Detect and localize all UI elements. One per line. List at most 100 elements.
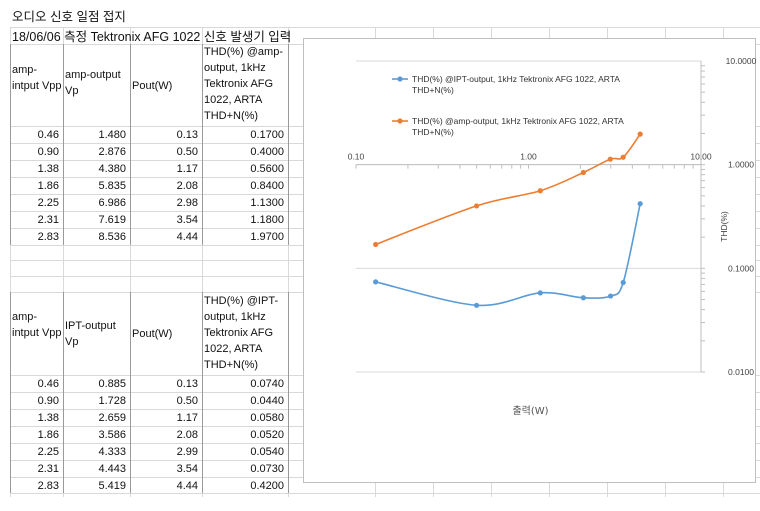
table2-r6-c3[interactable]: 3.54 [176, 463, 198, 475]
table2-r5-c4[interactable]: 0.0540 [250, 446, 284, 458]
table2-r2-c2[interactable]: 1.728 [98, 395, 126, 407]
t2-header-pout[interactable]: Pout(W) [132, 328, 173, 340]
y-tick-label: 0.1000 [728, 263, 754, 273]
table2-r4-c4[interactable]: 0.0520 [250, 429, 284, 441]
table-border [288, 44, 289, 245]
sheet-title[interactable]: 오디오 신호 일점 접지 [12, 10, 126, 24]
table1-r1-c1[interactable]: 0.46 [37, 129, 59, 141]
t2-header-thd[interactable]: THD(%) @IPT-output, 1kHz Tektronix AFG 1… [204, 295, 279, 371]
table1-r7-c3[interactable]: 4.44 [176, 231, 198, 243]
table2-r1-c2[interactable]: 0.885 [98, 378, 126, 390]
table1-r1-c3[interactable]: 0.13 [176, 129, 198, 141]
table-border [10, 292, 11, 493]
series-2-point-3 [537, 188, 543, 194]
table1-r6-c3[interactable]: 3.54 [176, 214, 198, 226]
y-tick-label: 1.0000 [728, 160, 754, 170]
table2-r7-c1[interactable]: 2.83 [37, 480, 59, 492]
table1-r3-c1[interactable]: 1.38 [37, 163, 59, 175]
table1-r2-c2[interactable]: 2.876 [98, 146, 126, 158]
table2-r6-c1[interactable]: 2.31 [37, 463, 59, 475]
grid-col-line [288, 27, 289, 497]
table-border [10, 44, 11, 245]
table1-r3-c2[interactable]: 4.380 [98, 163, 126, 175]
table1-r4-c4[interactable]: 0.8400 [250, 180, 284, 192]
series-2-point-2 [473, 203, 480, 209]
table2-r3-c2[interactable]: 2.659 [98, 412, 126, 424]
series-1-point-3 [537, 290, 543, 296]
table2-r2-c4[interactable]: 0.0440 [250, 395, 284, 407]
table1-r1-c4[interactable]: 0.1700 [250, 129, 284, 141]
t2-header-input[interactable]: amp-intput Vpp [12, 311, 62, 339]
chart[interactable]: 0.10 1.00 10.00 0.0100 0.1000 1.0000 10.0000 TH… [303, 38, 757, 483]
table-border [63, 44, 64, 245]
table2-r4-c3[interactable]: 2.08 [176, 429, 198, 441]
t1-header-input[interactable]: amp-intput Vpp [12, 64, 62, 92]
series-2-point-6 [620, 154, 626, 160]
table2-r4-c2[interactable]: 3.586 [98, 429, 126, 441]
grid-row-line [10, 493, 760, 494]
table2-r1-c3[interactable]: 0.13 [176, 378, 198, 390]
series-1-point-1 [373, 279, 379, 285]
table1-r6-c1[interactable]: 2.31 [37, 214, 59, 226]
grid-col-line [63, 27, 64, 497]
table1-r7-c1[interactable]: 2.83 [37, 231, 59, 243]
table2-r5-c3[interactable]: 2.99 [176, 446, 198, 458]
table2-r7-c3[interactable]: 4.44 [176, 480, 198, 492]
t1-header-output[interactable]: amp-output Vp [65, 69, 121, 97]
table-border [63, 292, 64, 493]
table2-r6-c2[interactable]: 4.443 [98, 463, 126, 475]
table1-r5-c3[interactable]: 2.98 [176, 197, 198, 209]
table1-r3-c4[interactable]: 0.5600 [250, 163, 284, 175]
table2-r1-c4[interactable]: 0.0740 [250, 378, 284, 390]
series-1-point-6 [620, 279, 626, 286]
series-1-line [375, 203, 641, 307]
table1-r5-c2[interactable]: 6.986 [98, 197, 126, 209]
y-tick-label: 0.0100 [728, 367, 754, 377]
y-axis-title: THD(%) [719, 211, 729, 242]
table1-r3-c3[interactable]: 1.17 [176, 163, 198, 175]
grid-row-line [10, 27, 760, 28]
table2-r1-c1[interactable]: 0.46 [37, 378, 59, 390]
table-border [202, 292, 203, 493]
table1-r6-c4[interactable]: 1.1800 [250, 214, 284, 226]
legend-1-label: THD(%) @IPT-output, 1kHz Tektronix AFG 1… [412, 74, 620, 95]
sheet-subtitle[interactable]: 18/06/06 측정 Tektronix AFG 1022 신호 발생기 입력 [12, 30, 292, 44]
table2-r3-c3[interactable]: 1.17 [176, 412, 198, 424]
table-border [202, 44, 203, 245]
t1-header-thd[interactable]: THD(%) @amp-output, 1kHz Tektronix AFG 1… [204, 46, 283, 122]
table2-r7-c2[interactable]: 5.419 [98, 480, 126, 492]
series-2-line [375, 133, 641, 246]
table2-r5-c2[interactable]: 4.333 [98, 446, 126, 458]
table1-r2-c4[interactable]: 0.4000 [250, 146, 284, 158]
table2-r4-c1[interactable]: 1.86 [37, 429, 59, 441]
table2-r3-c1[interactable]: 1.38 [37, 412, 59, 424]
table2-r2-c3[interactable]: 0.50 [176, 395, 198, 407]
table1-r1-c2[interactable]: 1.480 [98, 129, 126, 141]
table1-r5-c1[interactable]: 2.25 [37, 197, 59, 209]
table2-r6-c4[interactable]: 0.0730 [250, 463, 284, 475]
grid-col-line [202, 27, 203, 497]
table1-r6-c2[interactable]: 7.619 [98, 214, 126, 226]
t1-header-pout[interactable]: Pout(W) [132, 80, 173, 92]
table1-r5-c4[interactable]: 1.1300 [250, 197, 284, 209]
table1-r4-c3[interactable]: 2.08 [176, 180, 198, 192]
table-border [288, 292, 289, 493]
table-border [130, 44, 131, 245]
table2-r3-c4[interactable]: 0.0580 [250, 412, 284, 424]
table1-r4-c1[interactable]: 1.86 [37, 180, 59, 192]
series-2-point-5 [607, 156, 613, 162]
table2-r7-c4[interactable]: 0.4200 [250, 480, 284, 492]
table1-r7-c4[interactable]: 1.9700 [250, 231, 284, 243]
table1-r2-c3[interactable]: 0.50 [176, 146, 198, 158]
table2-r5-c1[interactable]: 2.25 [37, 446, 59, 458]
t2-header-output[interactable]: IPT-output Vp [65, 320, 116, 348]
x-tick-label: 10.00 [690, 152, 712, 162]
x-tick-label: 0.10 [348, 152, 365, 162]
series-2-point-7 [637, 131, 643, 137]
table1-r4-c2[interactable]: 5.835 [98, 180, 126, 192]
grid-col-line [130, 27, 131, 497]
table1-r2-c1[interactable]: 0.90 [37, 146, 59, 158]
table2-r2-c1[interactable]: 0.90 [37, 395, 59, 407]
table1-r7-c2[interactable]: 8.536 [98, 231, 126, 243]
